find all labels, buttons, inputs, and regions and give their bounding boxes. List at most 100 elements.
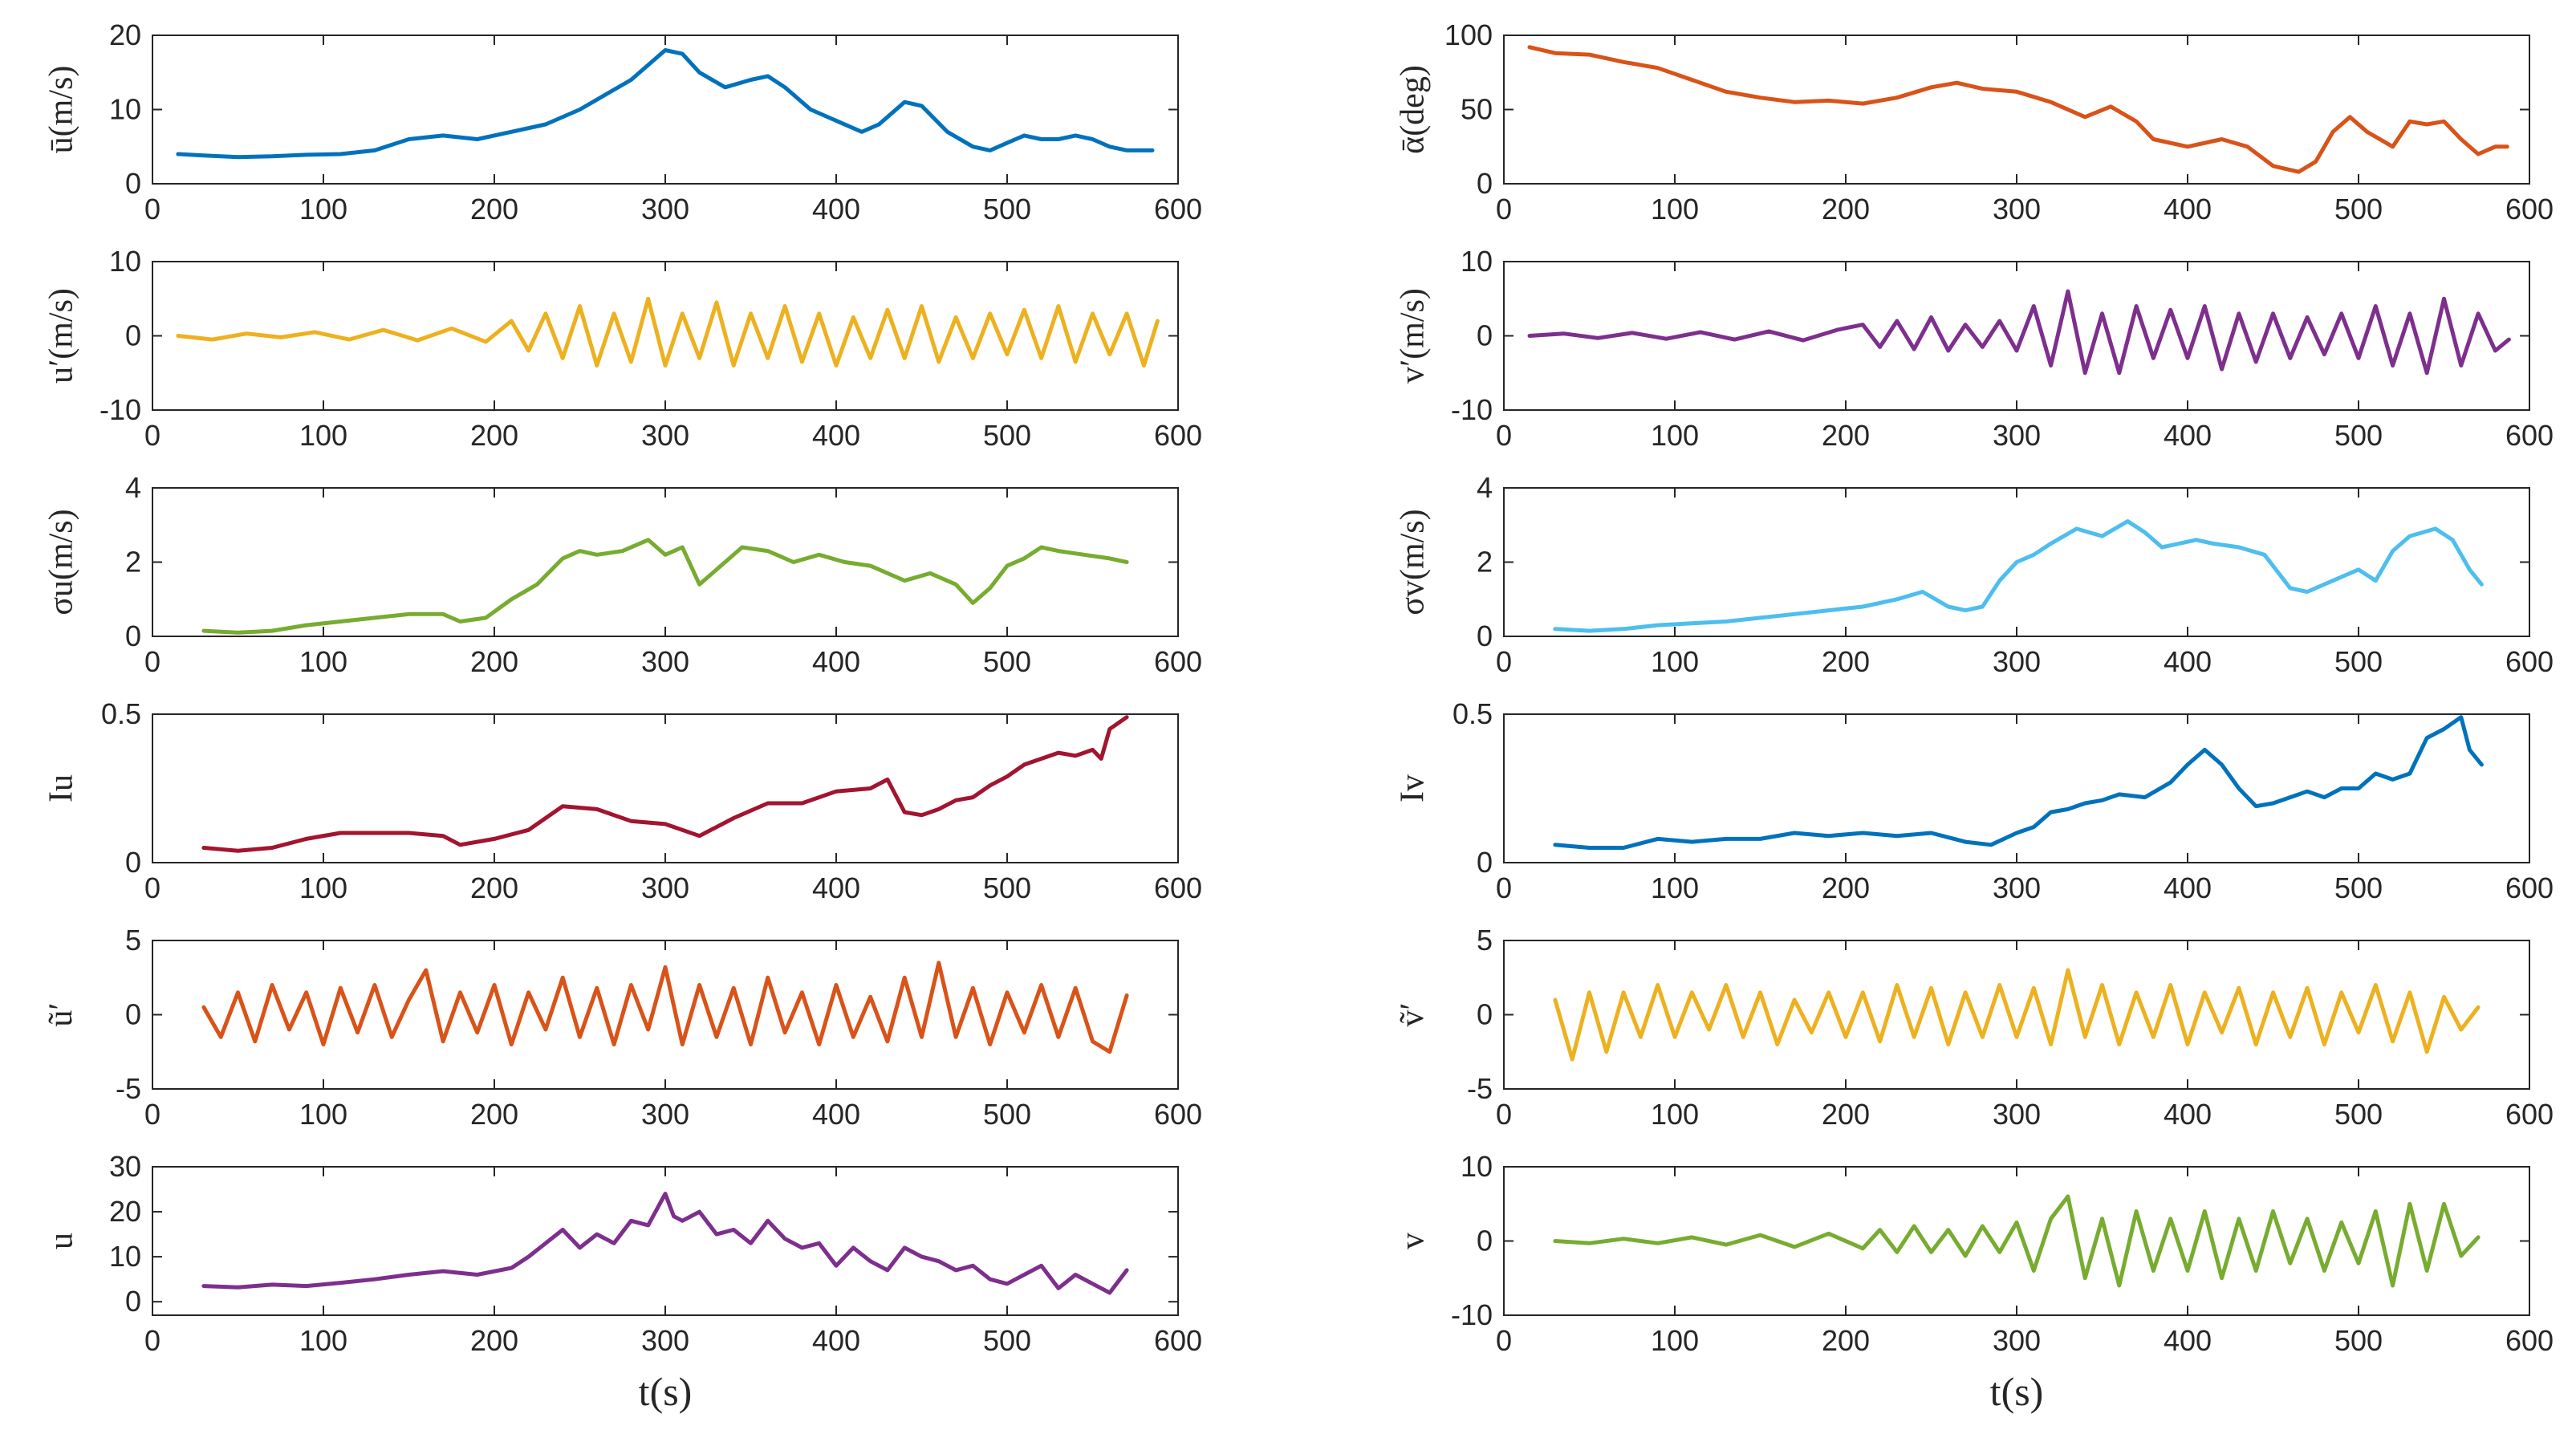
series-line-5 [201,538,1129,635]
y-tick-label: 0.5 [101,697,141,730]
x-axis-label: t(s) [639,1369,693,1414]
subplot-2: 0 100 200 300 400 500 600 0 50 100 ᾱ(deg) [1395,18,2554,225]
y-tick-label: 0 [1477,998,1493,1031]
x-tick-label: 200 [1822,1098,1870,1131]
y-tick-label: 0 [125,167,141,200]
x-tick-label: 500 [983,645,1031,678]
x-tick-label: 300 [1993,1098,2041,1131]
y-tick-label: 0 [125,998,141,1031]
x-tick-label: 500 [983,1098,1031,1131]
y-tick-label: 10 [1461,245,1493,278]
x-tick-label: 300 [1993,193,2041,225]
y-tick-label: -10 [1451,1298,1493,1331]
x-tick-label: 100 [1651,871,1699,904]
y-axis-label: σv(m/s) [1395,509,1432,615]
y-tick-label: 20 [109,18,141,51]
subplot-5: 0 100 200 300 400 500 600 0 2 4 σu(m/s) [43,471,1202,678]
axes-box [152,487,1179,637]
y-tick-label: -10 [1451,393,1493,426]
x-tick-label: 100 [1651,1324,1699,1357]
x-tick-label: 600 [1154,419,1202,452]
y-tick-label: 10 [109,1240,141,1273]
x-tick-label: 300 [641,871,689,904]
x-tick-label: 400 [812,645,860,678]
x-tick-label: 100 [299,1324,347,1357]
y-tick-label: 100 [1444,18,1493,51]
axes-box [1503,35,2530,185]
y-axis-label: ũ′ [43,1002,80,1026]
x-tick-label: 400 [2164,645,2212,678]
x-tick-label: 500 [983,193,1031,225]
x-tick-label: 300 [1993,1324,2041,1357]
subplot-7: 0 100 200 300 400 500 600 0 0.5 Iu [43,697,1202,904]
y-axis-label: u′(m/s) [43,288,80,384]
y-tick-label: 2 [125,546,141,579]
x-tick-label: 100 [1651,193,1699,225]
y-axis-label: σu(m/s) [43,509,80,615]
x-tick-label: 100 [299,1098,347,1131]
x-tick-label: 100 [299,193,347,225]
y-tick-label: 10 [109,93,141,126]
x-axis-label: t(s) [1990,1369,2044,1414]
x-tick-label: 300 [641,419,689,452]
subplot-1: 0 100 200 300 400 500 600 0 10 20 ū(m/s) [43,18,1202,225]
x-tick-label: 200 [1822,645,1870,678]
subplot-11: 0 100 200 300 400 500 600 0 10 20 30 u t(s) [43,1150,1202,1414]
y-tick-label: 20 [109,1195,141,1228]
y-tick-label: -5 [1467,1072,1493,1105]
series-line-12 [1553,1194,2481,1288]
x-tick-label: 100 [1651,1098,1699,1131]
x-tick-label: 400 [2164,1324,2212,1357]
x-tick-label: 0 [144,193,160,225]
x-tick-label: 0 [144,1324,160,1357]
x-tick-label: 400 [812,1098,860,1131]
y-tick-label: 0 [1477,846,1493,879]
x-tick-label: 300 [641,645,689,678]
x-tick-label: 300 [1993,645,2041,678]
x-tick-label: 400 [2164,1098,2212,1131]
x-tick-label: 200 [470,419,518,452]
y-axis-label: Iv [1395,774,1432,802]
y-axis-label: v′(m/s) [1395,288,1432,384]
series-line-3 [176,296,1160,368]
x-tick-label: 600 [1154,645,1202,678]
x-tick-label: 0 [1496,193,1512,225]
x-tick-label: 200 [470,1324,518,1357]
x-tick-label: 300 [1993,871,2041,904]
x-tick-label: 400 [812,193,860,225]
x-tick-label: 200 [1822,1324,1870,1357]
x-tick-label: 0 [1496,1098,1512,1131]
y-axis-label: u [43,1233,80,1249]
axes-box [152,261,1179,411]
series-line-4 [1527,289,2511,376]
x-tick-label: 600 [2505,193,2554,225]
x-tick-label: 100 [299,871,347,904]
x-tick-label: 500 [983,871,1031,904]
x-tick-label: 400 [812,871,860,904]
y-axis-label: Iu [43,774,80,802]
y-axis-label: ᾱ(deg) [1395,65,1432,154]
x-tick-label: 0 [1496,419,1512,452]
y-tick-label: -10 [100,393,141,426]
x-tick-label: 0 [1496,645,1512,678]
y-tick-label: 2 [1477,546,1493,579]
x-tick-label: 600 [1154,1098,1202,1131]
x-tick-label: 400 [812,419,860,452]
x-tick-label: 200 [470,871,518,904]
y-tick-label: 0 [125,619,141,652]
x-tick-label: 500 [983,419,1031,452]
y-tick-label: 10 [1461,1150,1493,1183]
x-tick-label: 600 [2505,1324,2554,1357]
y-tick-label: 10 [109,245,141,278]
axes-box [1503,1166,2530,1316]
y-tick-label: 0.5 [1453,697,1493,730]
series-line-9 [201,961,1129,1054]
y-tick-label: 0 [1477,167,1493,200]
subplot-6: 0 100 200 300 400 500 600 0 2 4 σv(m/s) [1395,471,2554,678]
series-line-1 [176,48,1155,160]
y-tick-label: -5 [116,1072,141,1105]
